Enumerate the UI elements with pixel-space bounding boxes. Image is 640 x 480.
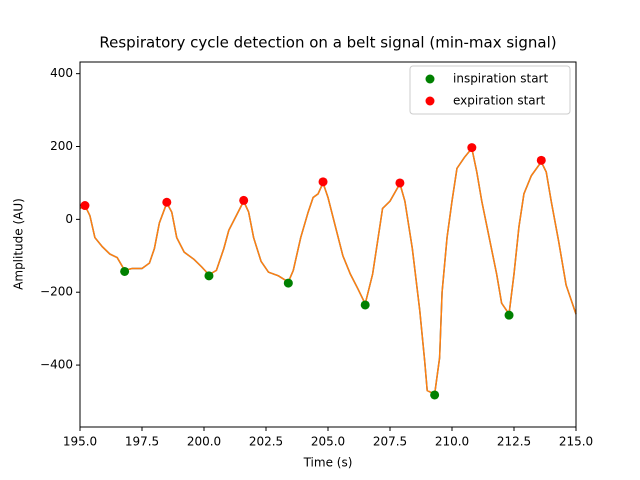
marker (283, 278, 293, 288)
y-tick-label: 200 (50, 139, 73, 153)
marker (239, 195, 249, 205)
marker (467, 143, 477, 153)
legend-label: inspiration start (453, 72, 548, 86)
x-tick-label: 200.0 (187, 435, 221, 449)
marker (360, 300, 370, 310)
marker (162, 197, 172, 207)
axes-frame (79, 61, 577, 428)
y-axis-label: Amplitude (AU) (12, 198, 26, 290)
x-tick-label: 215.0 (559, 435, 593, 449)
legend-label: expiration start (453, 94, 546, 108)
legend-marker (425, 96, 435, 106)
x-tick-label: 202.5 (249, 435, 283, 449)
y-tick-label: 400 (50, 66, 73, 80)
marker (120, 266, 130, 276)
x-tick-label: 212.5 (497, 435, 531, 449)
marker (395, 178, 405, 188)
x-tick-label: 197.5 (125, 435, 159, 449)
marker (536, 155, 546, 165)
signal-line (79, 146, 577, 396)
marker (430, 390, 440, 400)
x-tick-label: 210.0 (435, 435, 469, 449)
y-tick-label: 0 (65, 212, 73, 226)
chart-title: Respiratory cycle detection on a belt si… (99, 34, 556, 52)
y-tick-label: −200 (40, 285, 73, 299)
legend-marker (425, 74, 435, 84)
marker (504, 310, 514, 320)
legend-box (409, 65, 571, 115)
marker (80, 201, 90, 211)
x-axis-label: Time (s) (303, 456, 353, 470)
y-tick-label: −400 (40, 358, 73, 372)
x-tick-label: 195.0 (63, 435, 97, 449)
marker (318, 177, 328, 187)
marker (204, 271, 214, 281)
x-tick-label: 205.0 (311, 435, 345, 449)
signal-line (79, 146, 577, 396)
x-tick-label: 207.5 (373, 435, 407, 449)
